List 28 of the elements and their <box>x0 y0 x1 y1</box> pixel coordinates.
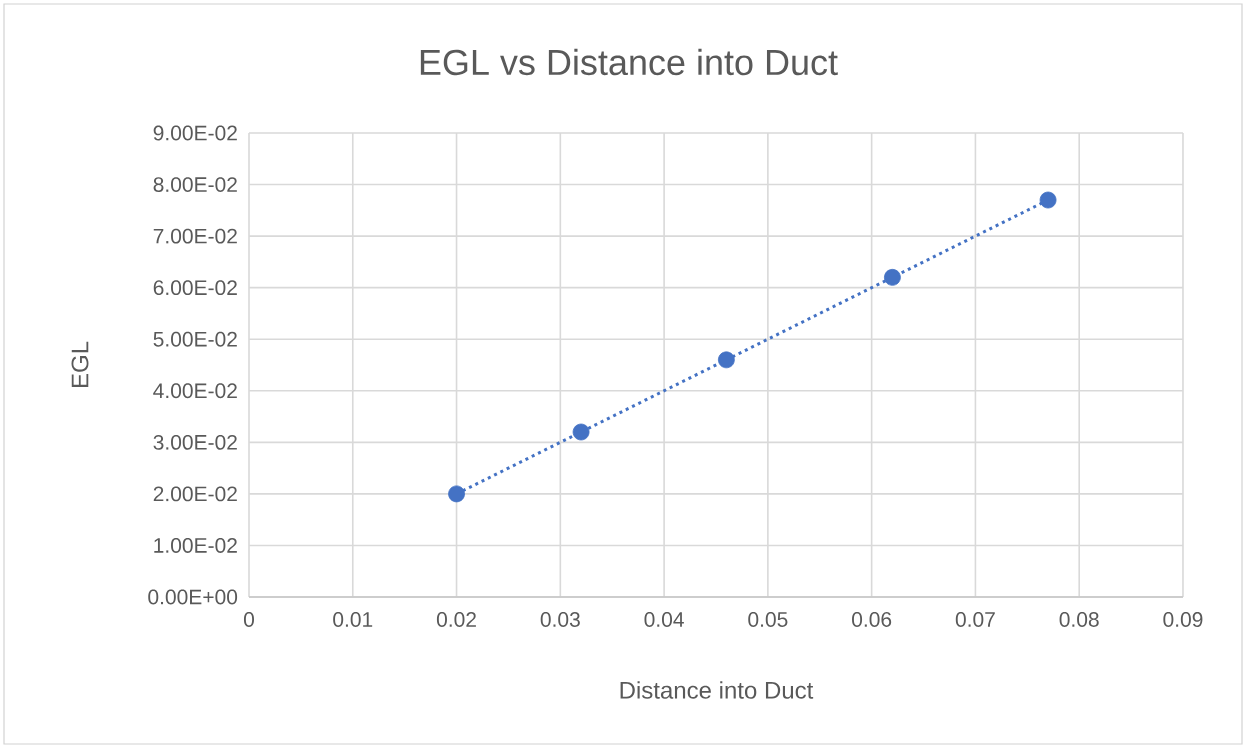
point <box>448 485 465 503</box>
y-tick-label: 2.00E-02 <box>153 486 237 502</box>
y-axis-title: EGL <box>71 341 89 388</box>
x-tick-label: 0.07 <box>955 612 995 627</box>
x-tick-label: 0.06 <box>852 612 892 627</box>
y-tick-label: 5.00E-02 <box>153 331 237 347</box>
y-tick-label: 1.00E-02 <box>154 538 237 553</box>
y-tick-label: 3.00E-02 <box>153 434 237 450</box>
chart-title: EGL vs Distance into Duct <box>420 48 838 76</box>
x-axis-title: Distance into Duct <box>620 681 814 699</box>
x-tick-label: 0.04 <box>644 612 684 627</box>
point <box>717 351 735 369</box>
x-tick-label: 0.09 <box>1163 612 1203 627</box>
x-tick-label: 0.01 <box>333 612 373 627</box>
point <box>1039 191 1057 209</box>
y-tick-label: 9.00E-02 <box>153 125 237 141</box>
x-tick-label: 0.03 <box>540 612 580 627</box>
y-tick-label: 0.00E+00 <box>148 589 238 605</box>
y-tick-label: 4.00E-02 <box>153 383 237 399</box>
x-tick-label: 0.02 <box>436 612 476 627</box>
x-tick-label: 0.05 <box>748 612 788 627</box>
y-tick-label: 6.00E-02 <box>153 280 237 296</box>
y-tick-label: 7.00E-02 <box>153 228 237 244</box>
point <box>884 268 901 286</box>
point <box>572 423 590 441</box>
x-tick-label: 0 <box>243 612 255 627</box>
x-tick-label: 0.08 <box>1059 612 1099 627</box>
y-tick-label: 8.00E-02 <box>153 177 237 193</box>
